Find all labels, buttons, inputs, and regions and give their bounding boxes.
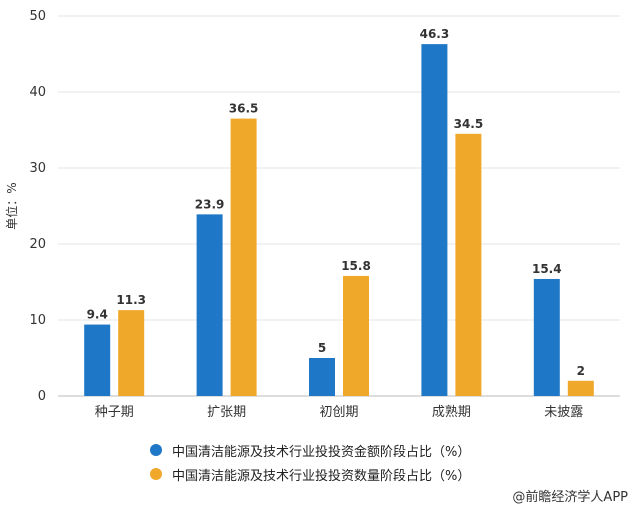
- legend: 中国清洁能源及技术行业投投资金额阶段占比（%） 中国清洁能源及技术行业投投资数量…: [150, 438, 470, 486]
- y-tick-label: 0: [38, 389, 46, 404]
- legend-item-amount: 中国清洁能源及技术行业投投资金额阶段占比（%）: [150, 438, 470, 462]
- x-category-label: 未披露: [544, 405, 583, 420]
- data-label: 34.5: [454, 117, 484, 131]
- bar-count: [567, 380, 594, 396]
- y-tick-label: 10: [29, 313, 46, 328]
- data-label: 9.4: [87, 308, 108, 322]
- grid-lines: [58, 15, 620, 397]
- data-label: 15.4: [532, 262, 562, 276]
- bar-amount: [84, 324, 111, 396]
- x-category-label: 扩张期: [207, 405, 246, 420]
- y-tick-label: 20: [29, 237, 46, 252]
- legend-swatch-blue: [150, 444, 162, 456]
- data-label: 2: [577, 364, 585, 378]
- legend-item-count: 中国清洁能源及技术行业投投资数量阶段占比（%）: [150, 462, 470, 486]
- bar-series: 9.4 11.3 23.9 36.5 5 15.8 46.3 34.5 15.4 2: [84, 27, 594, 397]
- y-axis-title: 单位：%: [4, 182, 19, 229]
- legend-swatch-orange: [150, 468, 162, 480]
- y-tick-label: 40: [29, 85, 46, 100]
- x-category-label: 成熟期: [432, 404, 471, 420]
- x-axis-categories: 种子期 扩张期 初创期 成熟期 未披露: [95, 404, 584, 420]
- data-label: 11.3: [116, 293, 146, 307]
- x-category-label: 种子期: [95, 405, 134, 420]
- data-label: 36.5: [229, 102, 259, 116]
- data-label: 23.9: [195, 197, 225, 211]
- y-tick-label: 30: [29, 161, 46, 176]
- bar-count: [230, 118, 257, 396]
- legend-label-amount: 中国清洁能源及技术行业投投资金额阶段占比（%）: [172, 444, 471, 460]
- data-label: 15.8: [341, 259, 371, 273]
- bar-amount: [309, 358, 335, 396]
- x-category-label: 初创期: [319, 405, 358, 420]
- y-tick-label: 50: [29, 9, 46, 24]
- source-credit: @前瞻经济学人APP: [512, 490, 628, 505]
- bar-amount: [533, 278, 560, 396]
- bar-count: [118, 310, 145, 396]
- bar-count: [455, 133, 482, 397]
- bar-chart: 0 10 20 30 40 50 单位：% 9.4 11.3 23.9 36.5 5 15.8 46.…: [4, 9, 620, 420]
- data-label: 46.3: [420, 27, 450, 41]
- bar-count: [343, 275, 369, 396]
- bar-amount: [421, 44, 448, 397]
- data-label: 5: [318, 341, 326, 355]
- bar-amount: [196, 214, 223, 396]
- y-axis-ticks: 0 10 20 30 40 50: [29, 9, 46, 404]
- legend-label-count: 中国清洁能源及技术行业投投资数量阶段占比（%）: [172, 468, 471, 484]
